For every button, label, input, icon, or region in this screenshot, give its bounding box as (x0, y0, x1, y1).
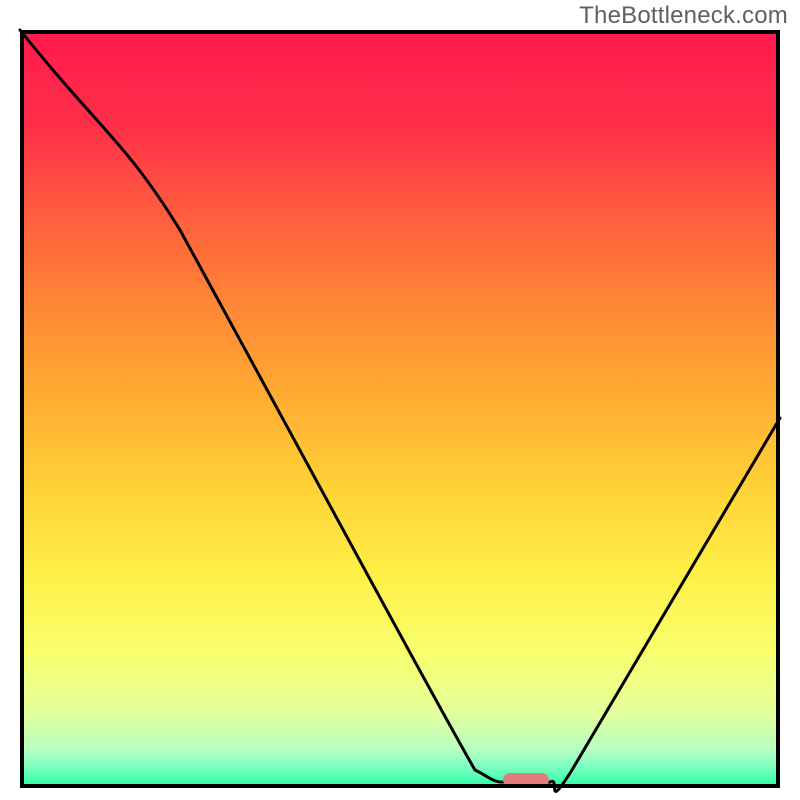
bottleneck-chart (0, 0, 800, 800)
chart-frame: TheBottleneck.com (0, 0, 800, 800)
plot-background (22, 32, 778, 786)
